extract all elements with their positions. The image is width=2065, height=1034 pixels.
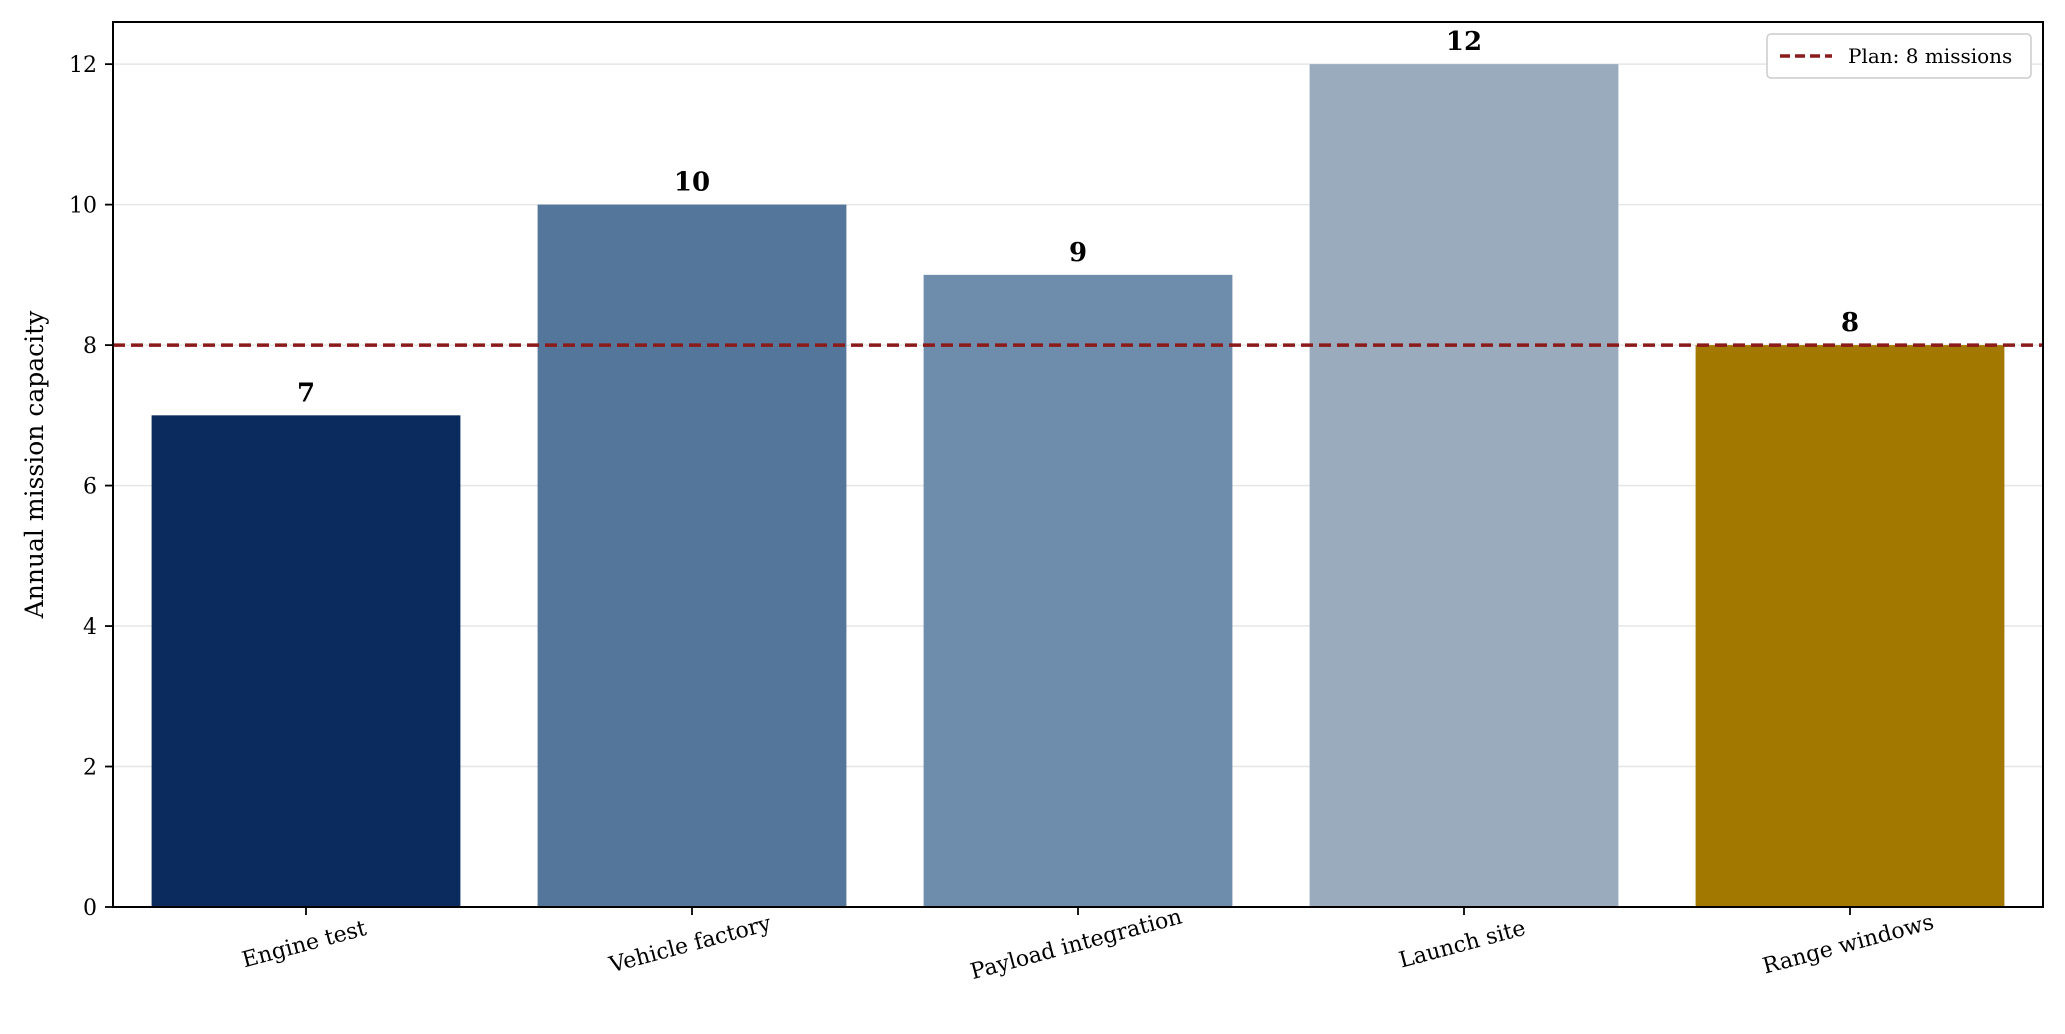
bar-value-label: 8 bbox=[1841, 308, 1859, 338]
bar-value-label: 9 bbox=[1069, 238, 1087, 268]
y-tick-label: 0 bbox=[83, 896, 97, 921]
legend-box bbox=[1766, 33, 2032, 79]
y-tick-label: 4 bbox=[83, 615, 97, 640]
legend-entry-plan: Plan: 8 missions bbox=[1848, 44, 2012, 68]
bar bbox=[151, 415, 461, 907]
bars bbox=[151, 64, 2005, 908]
y-axis-label: Annual mission capacity bbox=[20, 310, 49, 620]
y-tick-label: 12 bbox=[69, 53, 97, 78]
bar-value-label: 12 bbox=[1446, 27, 1482, 57]
bar-value-label: 10 bbox=[674, 168, 710, 198]
y-tick-label: 10 bbox=[69, 194, 97, 219]
bar bbox=[1309, 64, 1619, 907]
y-tick-label: 8 bbox=[83, 334, 97, 359]
bar bbox=[537, 204, 847, 908]
bar bbox=[923, 274, 1233, 907]
bar-value-label: 7 bbox=[297, 378, 315, 408]
y-tick-label: 2 bbox=[83, 756, 97, 781]
bar bbox=[1695, 345, 2005, 908]
bar-value-labels: 7 10 9 12 8 bbox=[297, 27, 1859, 408]
y-axis: 0 2 4 6 8 10 12 bbox=[69, 53, 113, 921]
y-tick-label: 6 bbox=[83, 475, 97, 500]
legend: Plan: 8 missions bbox=[1766, 33, 2032, 79]
